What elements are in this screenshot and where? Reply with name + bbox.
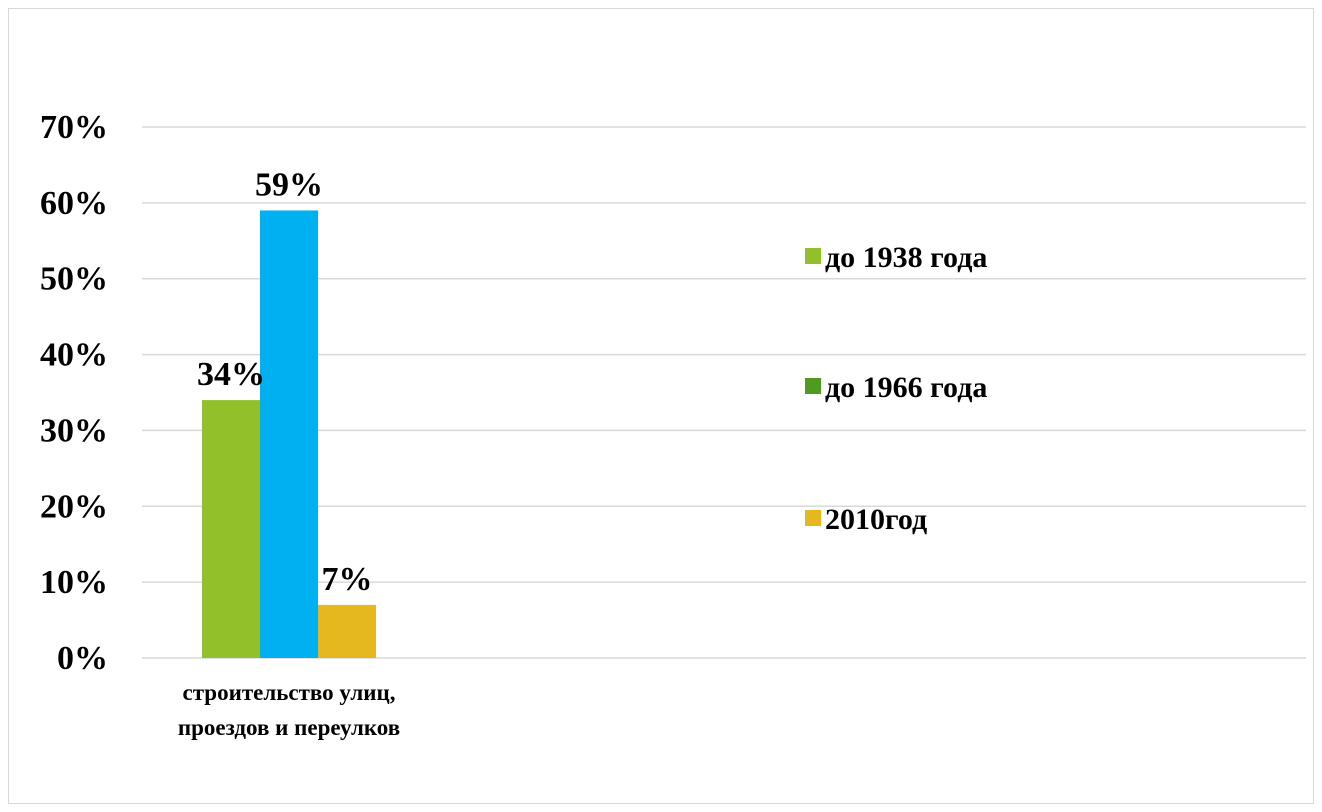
bars xyxy=(202,210,376,658)
y-tick-label: 60% xyxy=(40,185,108,222)
y-tick-label: 70% xyxy=(40,109,108,146)
bar-1 xyxy=(202,400,260,658)
y-tick-label: 30% xyxy=(40,412,108,449)
category-label: строительство улиц, проездов и переулков xyxy=(178,680,400,740)
legend-label-2: до 1966 года xyxy=(825,371,987,404)
y-tick-label: 0% xyxy=(57,640,108,677)
legend-swatch-3 xyxy=(805,510,821,526)
category-label-line: проездов и переулков xyxy=(178,715,400,740)
legend-swatch-2 xyxy=(805,378,821,394)
legend-label-1: до 1938 года xyxy=(825,241,987,274)
bar-2 xyxy=(260,210,318,658)
legend-label-3: 2010год xyxy=(825,503,927,536)
y-tick-label: 10% xyxy=(40,564,108,601)
data-label-2: 59% xyxy=(255,166,323,203)
y-tick-label: 20% xyxy=(40,488,108,525)
data-label-1: 34% xyxy=(197,356,265,393)
y-axis-ticks: 0% 10% 20% 30% 40% 50% 60% 70% xyxy=(40,109,108,677)
legend: до 1938 года до 1966 года 2010год xyxy=(805,241,987,536)
legend-swatch-1 xyxy=(805,248,821,264)
y-tick-label: 40% xyxy=(40,337,108,374)
bar-3 xyxy=(318,604,376,658)
category-axis: строительство улиц, проездов и переулков xyxy=(178,680,400,740)
data-labels: 34% 59% 7% xyxy=(197,166,373,597)
data-label-3: 7% xyxy=(322,561,373,598)
y-tick-label: 50% xyxy=(40,261,108,298)
category-label-line: строительство улиц, xyxy=(182,680,395,705)
